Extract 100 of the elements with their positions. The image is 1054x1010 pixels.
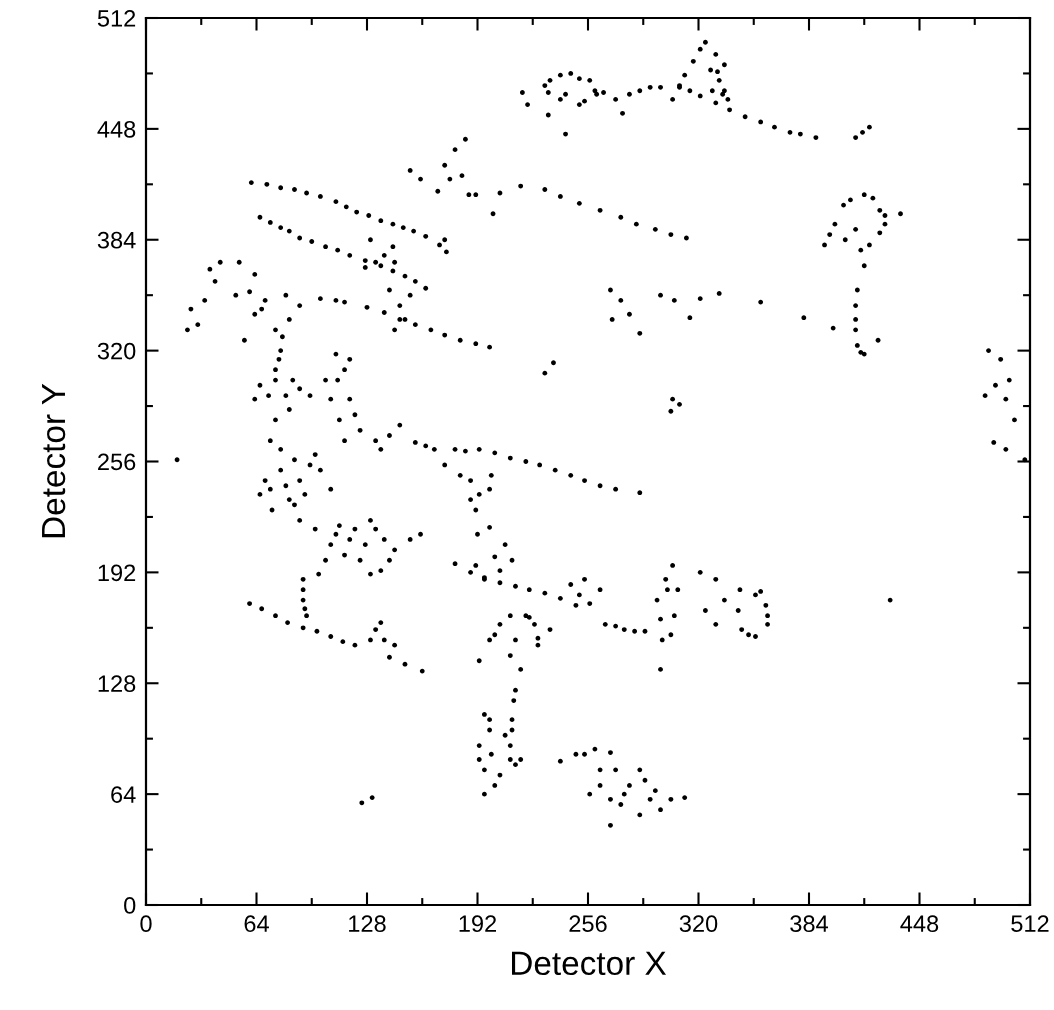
point [297, 478, 303, 483]
x-tick-label: 512 [1011, 915, 1049, 933]
point [507, 757, 513, 762]
point [333, 297, 339, 303]
point [627, 783, 632, 788]
point [292, 502, 297, 508]
point [765, 613, 770, 619]
point [476, 757, 482, 762]
point [423, 443, 429, 449]
point [687, 88, 693, 94]
point [659, 637, 665, 643]
y-axis-title: Detector Y [42, 383, 66, 538]
y-tick-label: 448 [97, 120, 136, 138]
point [772, 124, 777, 130]
point [597, 207, 603, 213]
x-tick-label: 128 [349, 915, 386, 933]
point [286, 228, 292, 234]
point [587, 77, 593, 83]
point [742, 114, 748, 120]
point [343, 204, 349, 210]
point [582, 478, 587, 483]
point [362, 258, 368, 263]
y-tick-label: 256 [98, 453, 136, 471]
point [647, 796, 653, 802]
point [552, 467, 558, 473]
point [487, 717, 492, 723]
y-tick-label: 64 [111, 786, 136, 803]
point [633, 221, 639, 227]
point [557, 194, 563, 199]
point [266, 393, 271, 399]
point [387, 557, 392, 563]
point [302, 606, 308, 612]
point [715, 69, 720, 75]
point [276, 356, 282, 362]
y-tick-label: 0 [124, 897, 136, 914]
point [333, 531, 339, 537]
point [352, 412, 358, 418]
point [323, 557, 328, 563]
point [309, 239, 315, 244]
point [267, 220, 273, 225]
x-tick-label: 256 [569, 915, 607, 933]
point [347, 356, 353, 362]
x-tick-label: 192 [459, 915, 497, 933]
y-tick-label: 192 [98, 564, 136, 582]
point [285, 620, 290, 626]
x-tick-label: 0 [140, 915, 152, 933]
y-tick-label: 320 [97, 342, 136, 360]
point [335, 247, 341, 253]
y-tick-label: 128 [98, 675, 136, 693]
point [842, 237, 848, 243]
point [582, 751, 587, 757]
point [690, 58, 696, 64]
point [668, 232, 674, 237]
point [637, 767, 643, 773]
point [613, 486, 619, 492]
point [473, 341, 479, 347]
point [366, 213, 372, 218]
point [302, 492, 308, 497]
x-tick-label: 384 [790, 915, 829, 933]
point [314, 628, 320, 634]
point [259, 606, 265, 612]
point [665, 587, 670, 593]
point [853, 327, 859, 333]
point [312, 452, 318, 457]
point [535, 635, 541, 641]
point [412, 322, 418, 328]
point [511, 698, 517, 703]
point [568, 71, 574, 76]
point [340, 639, 346, 645]
point [797, 131, 803, 137]
point [513, 583, 518, 589]
point [746, 632, 751, 638]
x-tick-label: 320 [679, 915, 718, 933]
point [292, 187, 297, 192]
point [542, 590, 548, 596]
point [267, 486, 273, 492]
point [523, 459, 529, 464]
point [853, 303, 859, 308]
point [335, 377, 341, 383]
x-tick-label: 448 [900, 915, 939, 933]
point [317, 194, 323, 199]
point [658, 84, 663, 90]
point [827, 232, 833, 237]
x-tick-label: 64 [244, 915, 269, 933]
x-axis-title: Detector X [512, 951, 667, 976]
point [720, 91, 726, 97]
point [347, 537, 353, 542]
point [632, 628, 638, 634]
point [290, 377, 296, 383]
point [442, 332, 448, 338]
point [412, 278, 418, 284]
point [758, 589, 764, 594]
point [557, 97, 563, 102]
point [381, 310, 387, 315]
y-tick-label: 384 [97, 231, 136, 249]
point [492, 450, 498, 456]
point [300, 587, 306, 593]
point [576, 102, 582, 108]
y-tick-label: 512 [97, 10, 136, 27]
point [713, 100, 719, 106]
